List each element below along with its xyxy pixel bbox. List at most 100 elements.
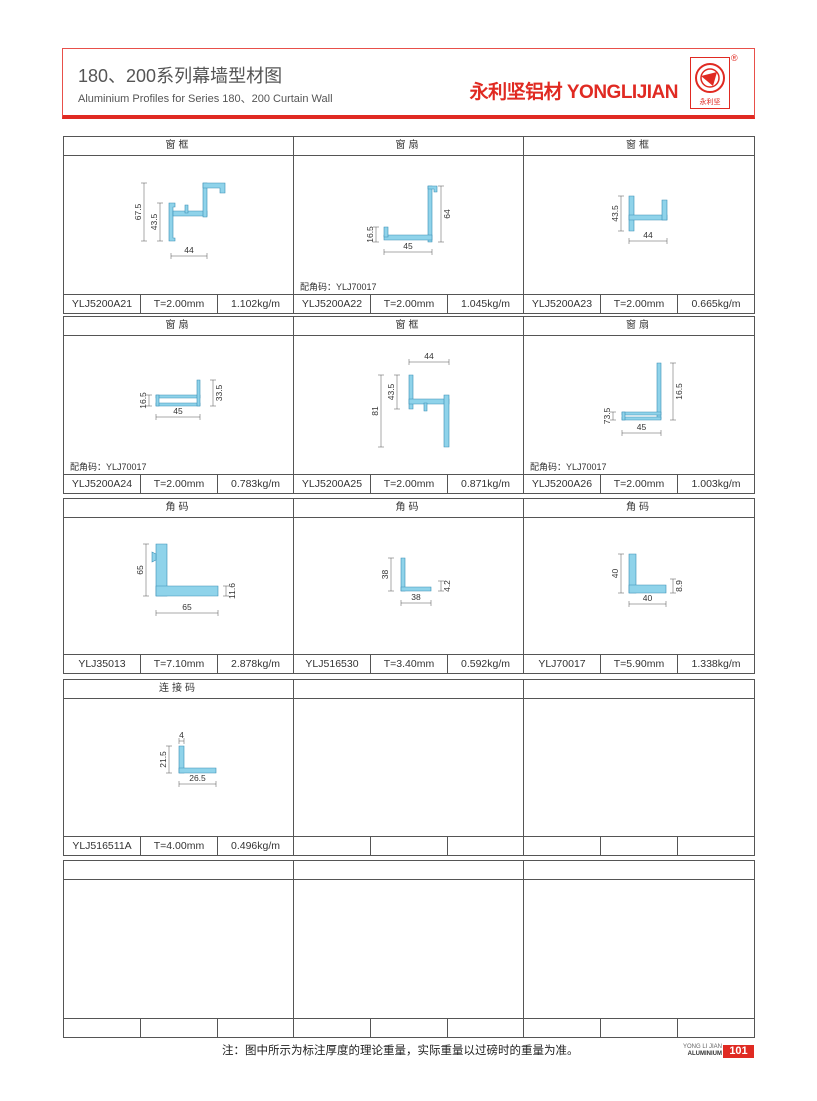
profile-section	[202, 182, 226, 194]
dimension-label: 43.5	[610, 205, 620, 222]
profile-section	[155, 585, 219, 597]
profile-category: 窗扇	[294, 137, 523, 156]
brand-name: 永利坚铝材 YONGLIJIAN	[469, 82, 679, 103]
dimension-line: 67.5	[133, 182, 147, 242]
profile-section	[400, 557, 406, 592]
profile-section	[383, 234, 433, 241]
dimension-line: 43.5	[610, 195, 624, 232]
dimension-label: 40	[643, 593, 653, 603]
corner-key-note: 配角码：YLJ70017	[70, 462, 147, 472]
profile-cell: 角码 38 4.2 38 YLJ516530 T=3.40mm 0.592kg/m	[293, 498, 524, 674]
profile-section	[423, 402, 428, 412]
dimension-line: 16.5	[670, 362, 684, 421]
dimension-line: 65	[155, 602, 219, 616]
profile-weight	[678, 837, 754, 855]
dimension-label: 40	[610, 569, 620, 579]
profile-section	[628, 584, 667, 594]
profile-weight	[448, 1019, 523, 1037]
profile-section	[661, 199, 668, 221]
profile-cell: 角码 65 11.6 65 YLJ35013 T=7.10mm 2.878kg/m	[63, 498, 294, 674]
profile-category: 窗扇	[64, 317, 293, 336]
dimension-label: 21.5	[158, 751, 168, 768]
profile-section	[427, 185, 433, 243]
dimension-line: 43.5	[149, 202, 163, 242]
profile-thickness: T=2.00mm	[601, 475, 678, 493]
profile-category	[64, 861, 293, 880]
dimension-line: 11.6	[223, 583, 237, 599]
profile-thickness	[371, 837, 448, 855]
profile-category: 角码	[524, 499, 754, 518]
footer-note: 注：图中所示为标注厚度的理论重量，实际重量以过磅时的重量为准。	[222, 1045, 579, 1057]
profile-thickness: T=2.00mm	[141, 295, 218, 313]
profile-weight: 0.665kg/m	[691, 298, 741, 310]
profile-spec-row: YLJ35013 T=7.10mm 2.878kg/m	[64, 654, 293, 673]
profile-section	[628, 195, 635, 232]
profile-code	[524, 837, 601, 855]
dimension-line: 4	[178, 730, 185, 744]
profile-category	[294, 680, 523, 699]
dimension-label: 38	[380, 570, 390, 580]
dimension-label: 26.5	[189, 773, 206, 783]
profile-category: 窗框	[294, 317, 523, 336]
dimension-label: 4.2	[442, 580, 452, 592]
profile-drawing	[524, 879, 754, 1021]
profile-drawing	[294, 879, 523, 1021]
profile-drawing: 65 11.6 65	[64, 517, 293, 657]
dimension-label: 4	[179, 730, 184, 740]
profile-category: 窗框	[64, 137, 293, 156]
dimension-line: 43.5	[386, 374, 400, 410]
profile-weight: 2.878kg/m	[230, 658, 281, 670]
dimension-line: 40	[628, 593, 667, 607]
dimension-line: 44	[628, 230, 668, 244]
profile-thickness: T=7.10mm	[141, 655, 218, 673]
page-title: 180、200系列幕墙型材图	[78, 66, 283, 86]
profile-code: YLJ5200A26	[524, 475, 601, 493]
profile-drawing	[294, 698, 523, 839]
profile-section	[621, 411, 662, 416]
dimension-label: 67.5	[133, 203, 143, 220]
profile-thickness: T=5.90mm	[601, 655, 678, 673]
profile-weight: 1.003kg/m	[691, 478, 741, 490]
profile-code: YLJ5200A21	[64, 295, 141, 313]
dimension-label: 73.5	[602, 407, 612, 424]
dimension-label: 16.5	[365, 226, 375, 243]
profile-section	[196, 379, 201, 407]
profile-weight: 1.102kg/m	[230, 298, 281, 310]
profile-drawing	[524, 698, 754, 839]
dimension-line: 73.5	[602, 407, 616, 424]
profile-drawing	[64, 879, 293, 1021]
profile-thickness: T=4.00mm	[141, 837, 218, 855]
dimension-label: 44	[184, 245, 194, 255]
profile-cell: 角码 40 8.9 40 YLJ70017 T=5.90mm 1.338kg/m	[523, 498, 755, 674]
profile-code	[294, 1019, 371, 1037]
profile-spec-row	[64, 1018, 293, 1037]
profile-thickness	[141, 1019, 218, 1037]
profile-cell: 连接码 21.5 4 26.5 YLJ516511A T=4.00mm 0.496k…	[63, 679, 294, 856]
dimension-line: 64	[438, 185, 452, 243]
profile-cell	[293, 860, 524, 1038]
profile-spec-row: YLJ516511A T=4.00mm 0.496kg/m	[64, 836, 293, 855]
profile-section	[443, 394, 450, 448]
profile-drawing: 38 4.2 38	[294, 517, 523, 657]
profile-cell: 窗扇 16.5 73.5 45 配角码：YLJ70017 YLJ5200A26 T=…	[523, 316, 755, 494]
profile-category	[524, 680, 754, 699]
profile-code: YLJ5200A22	[294, 295, 371, 313]
dimension-label: 11.6	[227, 583, 237, 599]
profile-code	[294, 837, 371, 855]
page-number: 101	[723, 1045, 754, 1058]
profile-spec-row: YLJ5200A24 T=2.00mm 0.783kg/m	[64, 474, 293, 493]
profile-spec-row	[524, 836, 754, 855]
dimension-line: 16.5	[138, 392, 152, 409]
profile-section	[408, 398, 450, 405]
dimension-line: 45	[383, 241, 433, 255]
profile-section	[168, 202, 176, 242]
profile-spec-row: YLJ5200A23 T=2.00mm 0.665kg/m	[524, 294, 754, 313]
profile-code: YLJ70017	[524, 655, 601, 673]
dimension-label: 64	[442, 209, 452, 219]
dimension-line: 38	[400, 592, 432, 606]
profile-section	[155, 394, 201, 399]
footer-brand: YONG LI JIAN	[682, 1044, 722, 1050]
dimension-label: 16.5	[674, 383, 684, 400]
profile-spec-row	[294, 1018, 523, 1037]
profile-category: 连接码	[64, 680, 293, 699]
